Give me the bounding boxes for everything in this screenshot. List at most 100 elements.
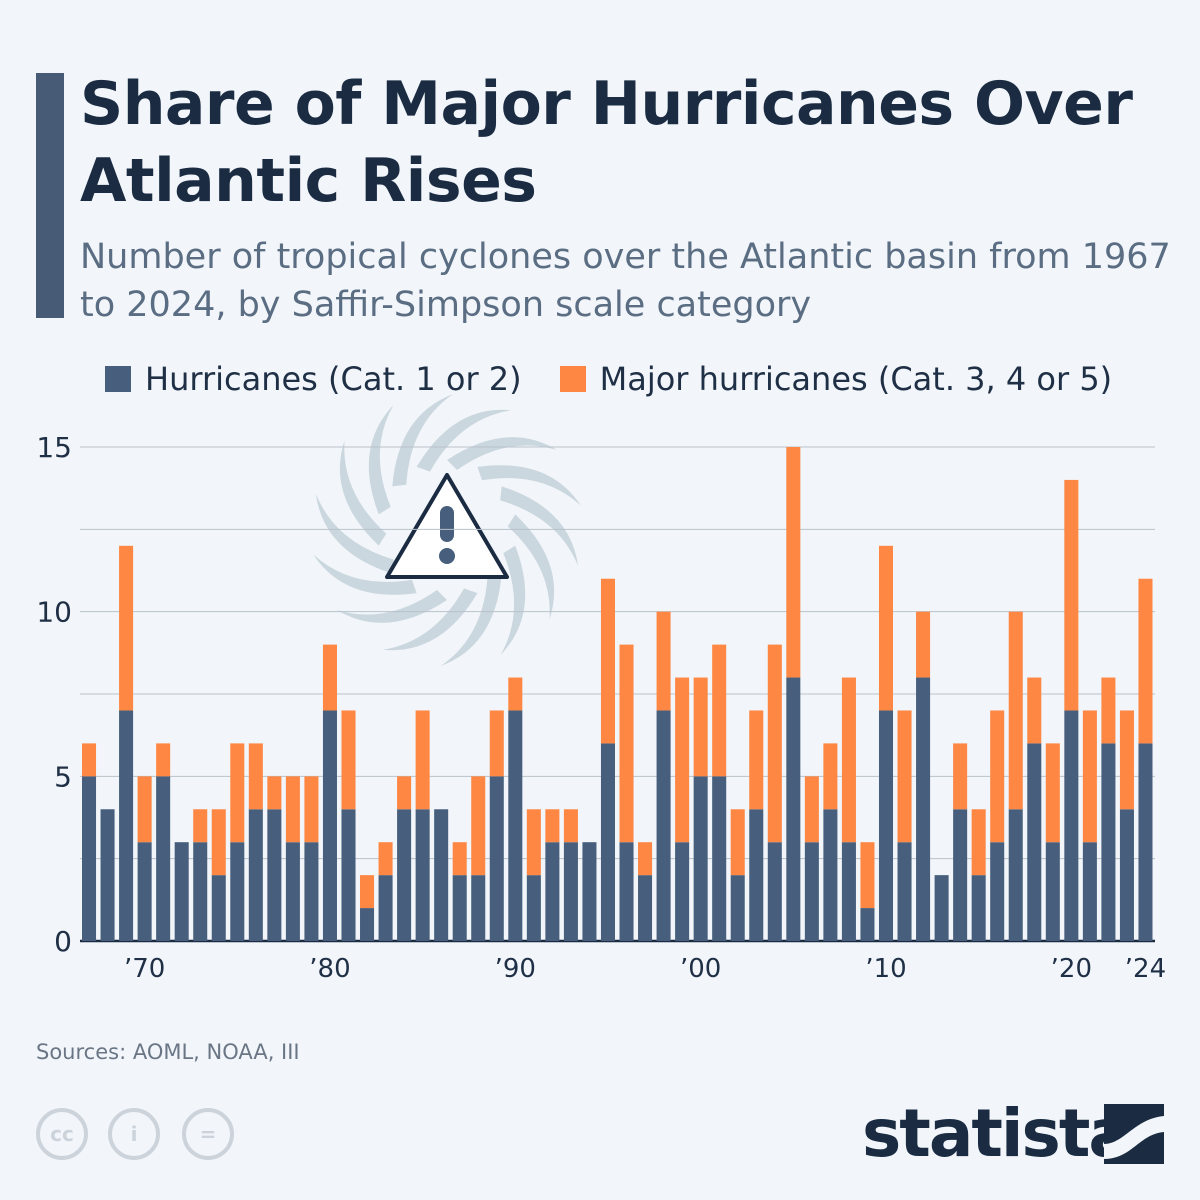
bar-hurricanes-1971 — [156, 776, 171, 941]
statista-logo-icon — [1104, 1104, 1164, 1164]
bar-hurricanes-2020 — [1064, 710, 1079, 941]
bar-major-1997 — [638, 842, 653, 876]
swirl-arm — [382, 588, 478, 651]
bar-major-1992 — [545, 809, 560, 843]
x-tick-label: ’10 — [865, 954, 906, 984]
bar-major-1991 — [526, 809, 541, 876]
bar-hurricanes-1975 — [230, 842, 245, 941]
source-note: Sources: AOML, NOAA, III — [36, 1040, 300, 1064]
swirl-arm — [313, 554, 417, 595]
attribution-icon[interactable]: i — [108, 1108, 160, 1160]
legend-swatch — [559, 366, 586, 392]
bar-hurricanes-1978 — [285, 842, 300, 941]
bar-major-1978 — [285, 776, 300, 843]
bar-major-1980 — [322, 644, 337, 711]
bar-major-1975 — [230, 743, 245, 843]
bar-hurricanes-2011 — [897, 842, 912, 941]
x-tick-label: ’90 — [495, 954, 536, 984]
bar-major-2024 — [1138, 578, 1153, 744]
legend-label: Hurricanes (Cat. 1 or 2) — [145, 360, 522, 398]
y-tick-label: 15 — [36, 431, 72, 464]
bar-major-1984 — [397, 776, 412, 810]
bar-hurricanes-2019 — [1045, 842, 1060, 941]
bar-major-2000 — [693, 677, 708, 777]
bar-major-2008 — [841, 677, 856, 843]
bar-hurricanes-1990 — [508, 710, 523, 941]
subtitle: Number of tropical cyclones over the Atl… — [80, 237, 1171, 325]
bar-major-1982 — [360, 875, 375, 909]
bar-major-2023 — [1119, 710, 1134, 810]
bar-hurricanes-1989 — [489, 776, 504, 941]
bar-hurricanes-1973 — [193, 842, 208, 941]
y-tick-label: 5 — [54, 760, 72, 793]
bar-major-2019 — [1045, 743, 1060, 843]
bar-major-2003 — [749, 710, 764, 810]
bar-hurricanes-1988 — [471, 875, 486, 941]
cc-icon[interactable]: cc — [36, 1108, 88, 1160]
bar-hurricanes-1977 — [267, 809, 282, 941]
bar-major-1970 — [137, 776, 152, 843]
bar-hurricanes-2006 — [804, 842, 819, 941]
bar-hurricanes-1972 — [174, 842, 189, 941]
swirl-arm — [507, 514, 555, 620]
bar-major-2006 — [804, 776, 819, 843]
bar-major-1996 — [619, 644, 634, 843]
bar-hurricanes-2017 — [1008, 809, 1023, 941]
bar-hurricanes-1986 — [434, 809, 449, 941]
bar-major-2016 — [990, 710, 1005, 843]
bar-major-1999 — [675, 677, 690, 843]
bar-major-2020 — [1064, 479, 1079, 711]
swirl-arm — [416, 409, 512, 472]
bar-hurricanes-1985 — [415, 809, 430, 941]
bar-hurricanes-2016 — [990, 842, 1005, 941]
bar-major-1995 — [600, 578, 615, 744]
bar-hurricanes-1984 — [397, 809, 412, 941]
bar-hurricanes-1979 — [304, 842, 319, 941]
x-tick-label: ’80 — [309, 954, 350, 984]
bar-major-2022 — [1101, 677, 1116, 744]
bar-major-2011 — [897, 710, 912, 843]
bar-hurricanes-1967 — [82, 776, 97, 941]
bar-major-1983 — [378, 842, 393, 876]
bar-hurricanes-1974 — [211, 875, 226, 941]
bar-hurricanes-1968 — [100, 809, 115, 941]
bar-hurricanes-2013 — [934, 875, 949, 941]
bar-major-2007 — [823, 743, 838, 810]
bar-hurricanes-1994 — [582, 842, 597, 941]
x-tick-label: ’00 — [680, 954, 721, 984]
bar-major-2012 — [916, 611, 931, 678]
bar-major-2001 — [712, 644, 727, 777]
page-title: Share of Major Hurricanes Over Atlantic … — [80, 69, 1133, 216]
no-derivatives-icon[interactable]: = — [182, 1108, 234, 1160]
legend-swatch — [105, 366, 131, 392]
title-accent-bar — [36, 73, 64, 318]
bar-hurricanes-1987 — [452, 875, 467, 941]
bar-major-2005 — [786, 447, 801, 678]
bar-major-2017 — [1008, 611, 1023, 810]
swirl-arm — [339, 440, 387, 546]
bar-major-1976 — [248, 743, 263, 810]
bar-major-1989 — [489, 710, 504, 777]
bar-major-2010 — [878, 545, 894, 711]
bar-hurricanes-2007 — [823, 809, 838, 941]
bar-major-1979 — [304, 776, 319, 843]
bar-major-2015 — [971, 809, 986, 876]
bar-major-1998 — [656, 611, 671, 711]
bar-hurricanes-1995 — [600, 743, 615, 941]
bar-hurricanes-2004 — [767, 842, 782, 941]
bar-major-2021 — [1082, 710, 1097, 843]
swirl-arm — [447, 437, 557, 470]
statista-logo[interactable]: statista — [862, 1095, 1133, 1172]
bar-major-1974 — [211, 809, 226, 876]
bar-major-2002 — [730, 809, 745, 876]
bar-hurricanes-1980 — [322, 710, 337, 941]
bar-hurricanes-2023 — [1119, 809, 1134, 941]
bar-major-2004 — [767, 644, 782, 843]
legend-item-hurricanes: Hurricanes (Cat. 1 or 2) — [105, 360, 522, 398]
bar-hurricanes-2012 — [916, 677, 931, 941]
swirl-arm — [440, 573, 502, 666]
bar-hurricanes-2001 — [712, 776, 727, 941]
bar-hurricanes-1982 — [360, 908, 375, 941]
bar-major-1987 — [452, 842, 467, 876]
bar-hurricanes-2008 — [841, 842, 856, 941]
